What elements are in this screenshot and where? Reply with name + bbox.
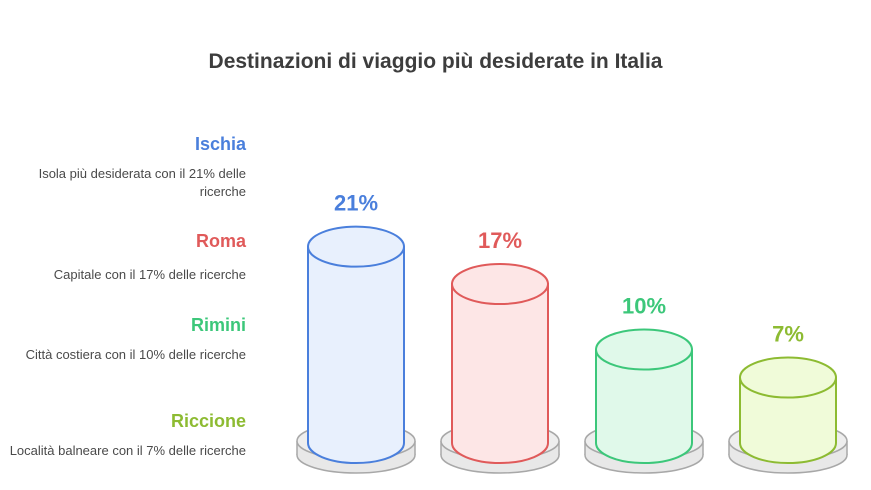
data-label: 10% xyxy=(622,294,666,319)
bar-top xyxy=(451,263,549,306)
legend-name: Roma xyxy=(195,231,246,251)
legend-item-riccione: Riccione Località balneare con il 7% del… xyxy=(6,410,246,460)
legend-description: Località balneare con il 7% delle ricerc… xyxy=(9,443,246,458)
legend-description: Isola più desiderata con il 21% delle ri… xyxy=(38,166,246,199)
legend-description: Capitale con il 17% delle ricerche xyxy=(53,267,246,282)
data-label: 17% xyxy=(478,228,522,253)
legend-name: Rimini xyxy=(190,315,246,335)
bar-body xyxy=(307,245,405,464)
legend-description: Città costiera con il 10% delle ricerche xyxy=(25,347,246,362)
legend-name: Ischia xyxy=(194,134,246,154)
legend-item-ischia: Ischia Isola più desiderata con il 21% d… xyxy=(6,133,246,201)
bar-top xyxy=(595,328,693,371)
bar-ischia: 21% xyxy=(296,191,416,474)
bar-body xyxy=(595,348,693,464)
bar-riccione: 7% xyxy=(728,322,848,474)
chart-title: Destinazioni di viaggio più desiderate i… xyxy=(208,50,663,73)
legend-name: Riccione xyxy=(170,411,246,431)
bar-body xyxy=(739,376,837,464)
bar-rimini: 10% xyxy=(584,294,704,474)
data-label: 7% xyxy=(772,322,804,347)
legend-item-roma: Roma Capitale con il 17% delle ricerche xyxy=(6,230,246,284)
bar-roma: 17% xyxy=(440,228,560,474)
bar-body xyxy=(451,283,549,464)
data-label: 21% xyxy=(334,191,378,216)
bar-top xyxy=(307,225,405,268)
legend-item-rimini: Rimini Città costiera con il 10% delle r… xyxy=(6,314,246,364)
bar-top xyxy=(739,356,837,399)
